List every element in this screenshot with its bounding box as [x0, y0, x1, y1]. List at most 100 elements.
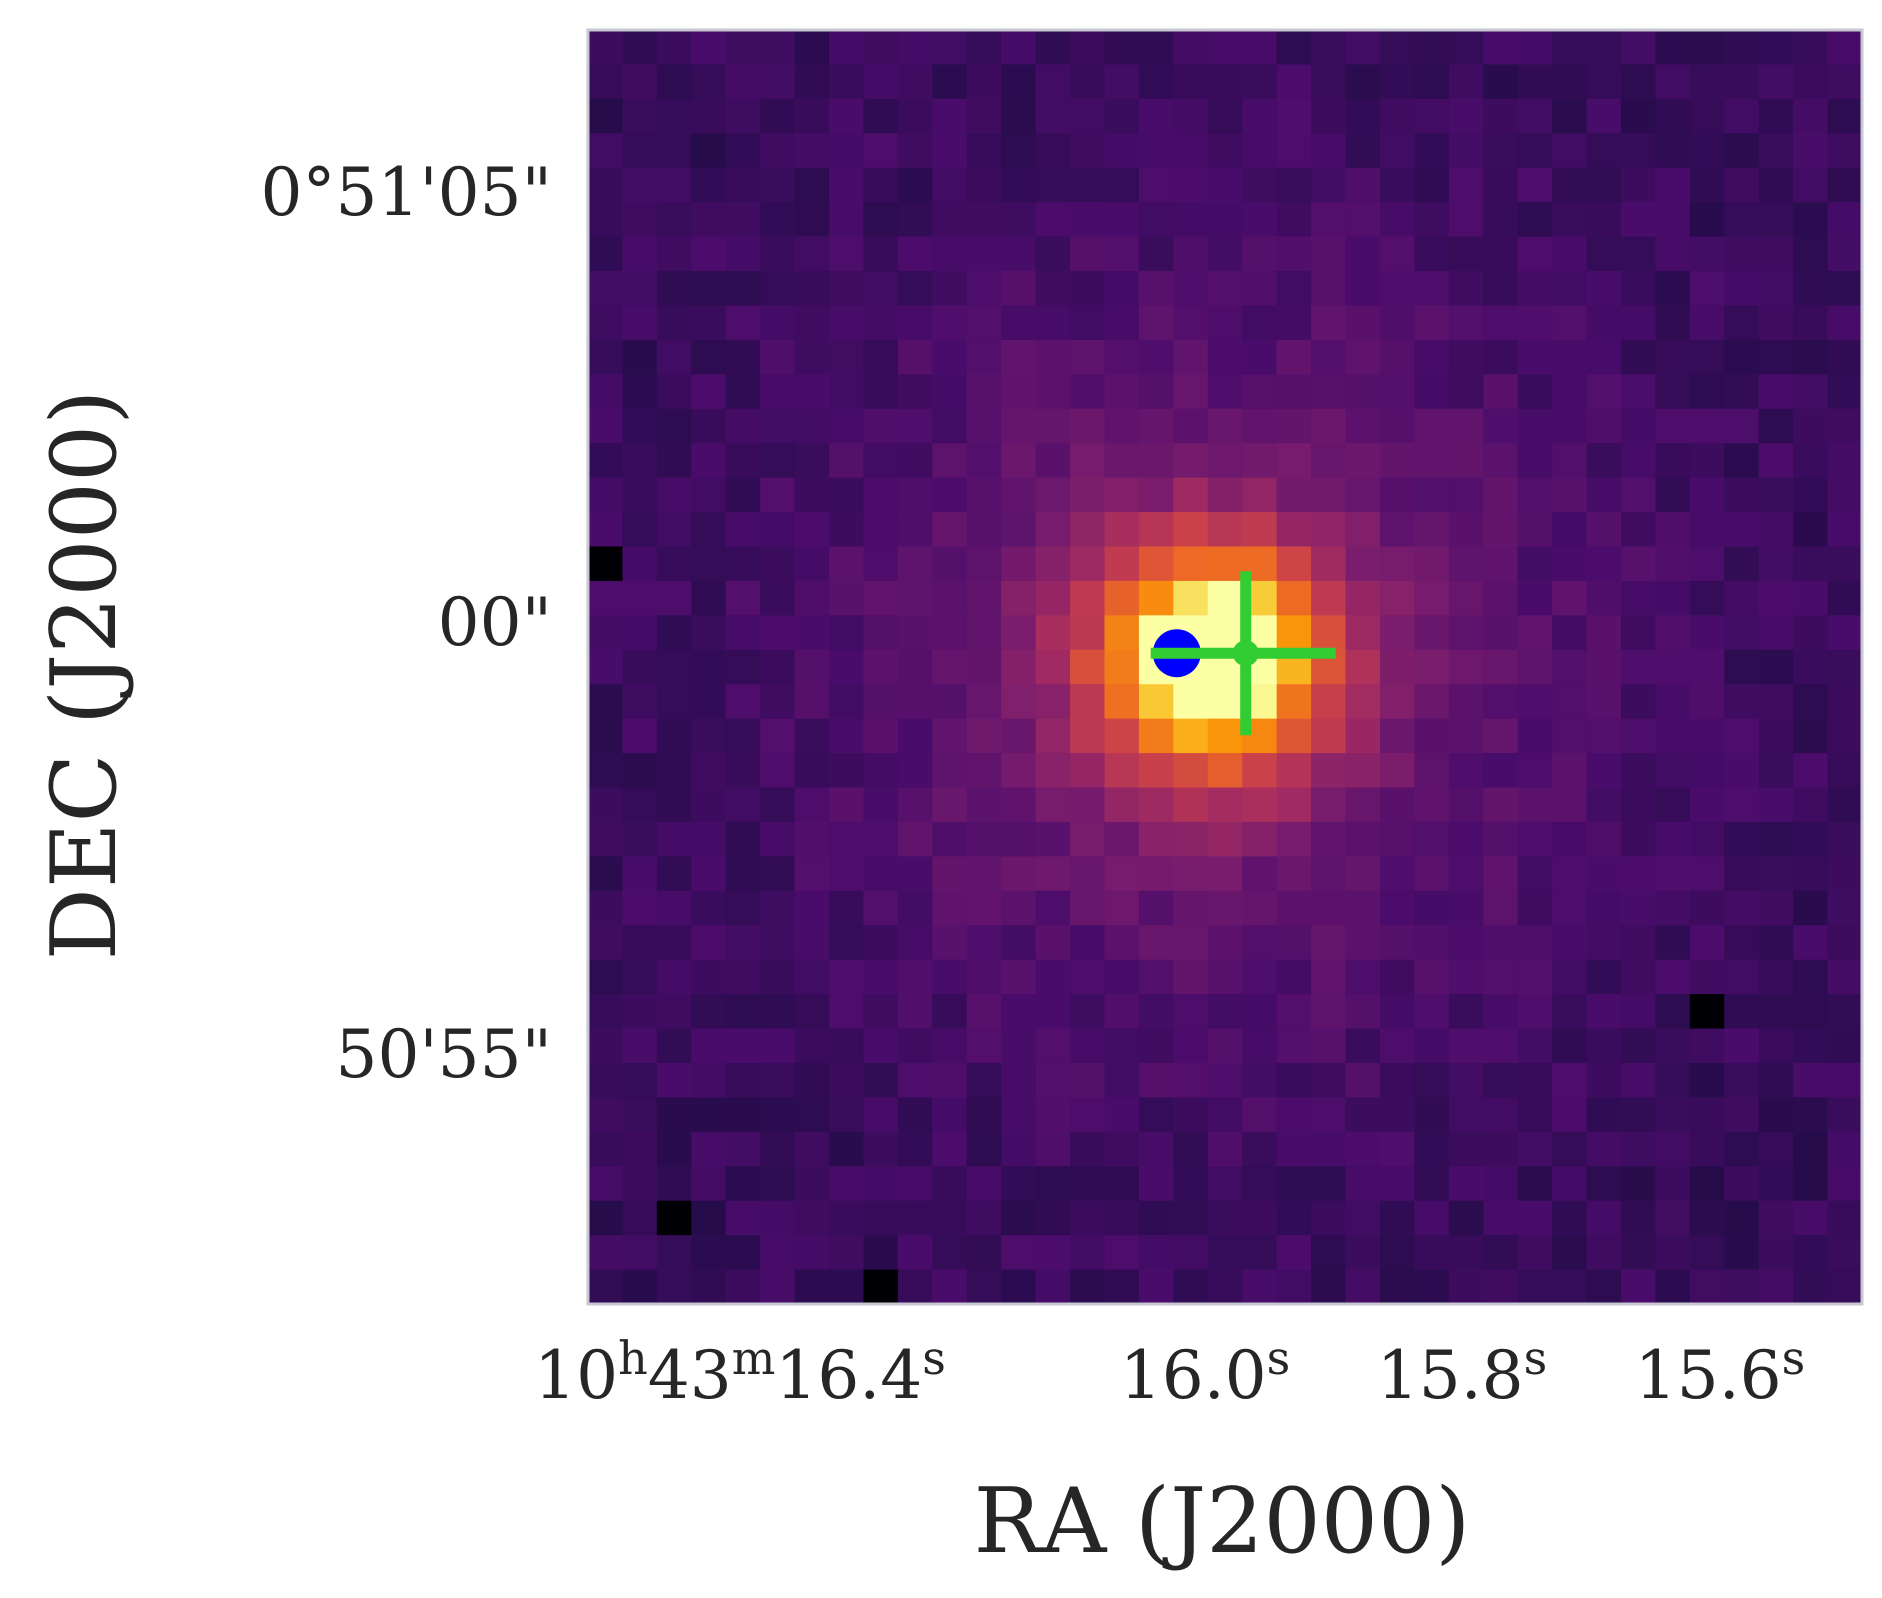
heatmap-cell: [1207, 753, 1243, 789]
heatmap-cell: [1035, 1166, 1071, 1202]
heatmap-cell: [1517, 443, 1553, 479]
heatmap-cell: [1207, 98, 1243, 134]
heatmap-cell: [966, 167, 1002, 203]
heatmap-cell: [1689, 546, 1725, 582]
heatmap-cell: [1414, 856, 1450, 892]
heatmap-cell: [1724, 339, 1760, 375]
heatmap-cell: [1620, 443, 1656, 479]
heatmap-cell: [1173, 1166, 1209, 1202]
heatmap-cell: [1207, 167, 1243, 203]
heatmap-cell: [1758, 167, 1794, 203]
heatmap-cell: [1689, 890, 1725, 926]
heatmap-cell: [932, 1235, 968, 1271]
heatmap-cell: [656, 271, 692, 307]
heatmap-cell: [1689, 408, 1725, 444]
heatmap-cell: [1207, 374, 1243, 410]
heatmap-cell: [1552, 374, 1588, 410]
heatmap-cell: [1070, 546, 1106, 582]
heatmap-cell: [691, 305, 727, 341]
heatmap-cell: [725, 98, 761, 134]
heatmap-cell: [656, 890, 692, 926]
heatmap-cell: [656, 339, 692, 375]
heatmap-cell: [1104, 133, 1140, 169]
heatmap-cell: [725, 1235, 761, 1271]
heatmap-cell: [1035, 1269, 1071, 1305]
heatmap-cell: [1483, 512, 1519, 548]
heatmap-cell: [725, 718, 761, 754]
heatmap-cell: [1035, 787, 1071, 823]
heatmap-cell: [1104, 925, 1140, 961]
heatmap-cell: [588, 994, 624, 1030]
heatmap-cell: [1001, 1269, 1037, 1305]
heatmap-cell: [1655, 374, 1691, 410]
heatmap-cell: [1517, 236, 1553, 272]
heatmap-cell: [863, 856, 899, 892]
heatmap-cell: [1689, 1200, 1725, 1236]
heatmap-cell: [1345, 236, 1381, 272]
heatmap-cell: [1620, 1269, 1656, 1305]
heatmap-cell: [1173, 443, 1209, 479]
heatmap-cell: [1104, 787, 1140, 823]
heatmap-cell: [1620, 546, 1656, 582]
heatmap-cell: [1483, 133, 1519, 169]
heatmap-cell: [622, 580, 658, 616]
heatmap-cell: [932, 1200, 968, 1236]
heatmap-cell: [1827, 1097, 1863, 1133]
heatmap-cell: [932, 512, 968, 548]
heatmap-cell: [1552, 98, 1588, 134]
heatmap-cell: [1586, 1269, 1622, 1305]
heatmap-cell: [725, 856, 761, 892]
heatmap-cell: [760, 64, 796, 100]
heatmap-cell: [1035, 30, 1071, 66]
heatmap-cell: [588, 477, 624, 513]
heatmap-cell: [1620, 305, 1656, 341]
heatmap-cell: [1379, 202, 1415, 238]
heatmap-cell: [1483, 580, 1519, 616]
heatmap-cell: [1758, 684, 1794, 720]
heatmap-cell: [1724, 925, 1760, 961]
heatmap-cell: [1345, 1166, 1381, 1202]
heatmap-cell: [588, 98, 624, 134]
heatmap-cell: [1793, 98, 1829, 134]
heatmap-cell: [760, 133, 796, 169]
heatmap-cell: [897, 512, 933, 548]
x-tick-seconds-unit: s: [1782, 1331, 1806, 1385]
heatmap-cell: [691, 408, 727, 444]
heatmap-cell: [863, 994, 899, 1030]
heatmap-cell: [1311, 1062, 1347, 1098]
heatmap-cell: [1448, 1166, 1484, 1202]
heatmap-cell: [1758, 133, 1794, 169]
heatmap-cell: [1655, 1200, 1691, 1236]
heatmap-cell: [1276, 202, 1312, 238]
heatmap-cell: [1035, 64, 1071, 100]
heatmap-cell: [622, 374, 658, 410]
heatmap-cell: [725, 305, 761, 341]
heatmap-cell: [691, 546, 727, 582]
heatmap-cell: [1448, 477, 1484, 513]
heatmap-cell: [932, 856, 968, 892]
heatmap-cell: [656, 374, 692, 410]
heatmap-cell: [1483, 615, 1519, 651]
heatmap-cell: [1276, 546, 1312, 582]
heatmap-cell: [1655, 1269, 1691, 1305]
heatmap-cell: [1689, 925, 1725, 961]
heatmap-cell: [829, 856, 865, 892]
heatmap-cell: [1586, 546, 1622, 582]
heatmap-cell: [1793, 477, 1829, 513]
heatmap-cell: [725, 1028, 761, 1064]
heatmap-cell: [829, 64, 865, 100]
heatmap-cell: [1242, 443, 1278, 479]
heatmap-cell: [1379, 408, 1415, 444]
heatmap-cell: [1311, 408, 1347, 444]
heatmap-cell: [1758, 1200, 1794, 1236]
heatmap-cell: [1035, 1200, 1071, 1236]
heatmap-cell: [1035, 98, 1071, 134]
heatmap-cell: [794, 821, 830, 857]
heatmap-cell: [588, 821, 624, 857]
heatmap-cell: [897, 133, 933, 169]
heatmap-cell: [1207, 271, 1243, 307]
heatmap-cell: [1517, 615, 1553, 651]
heatmap-cell: [1276, 821, 1312, 857]
heatmap-cell: [863, 821, 899, 857]
heatmap-cell: [1173, 98, 1209, 134]
